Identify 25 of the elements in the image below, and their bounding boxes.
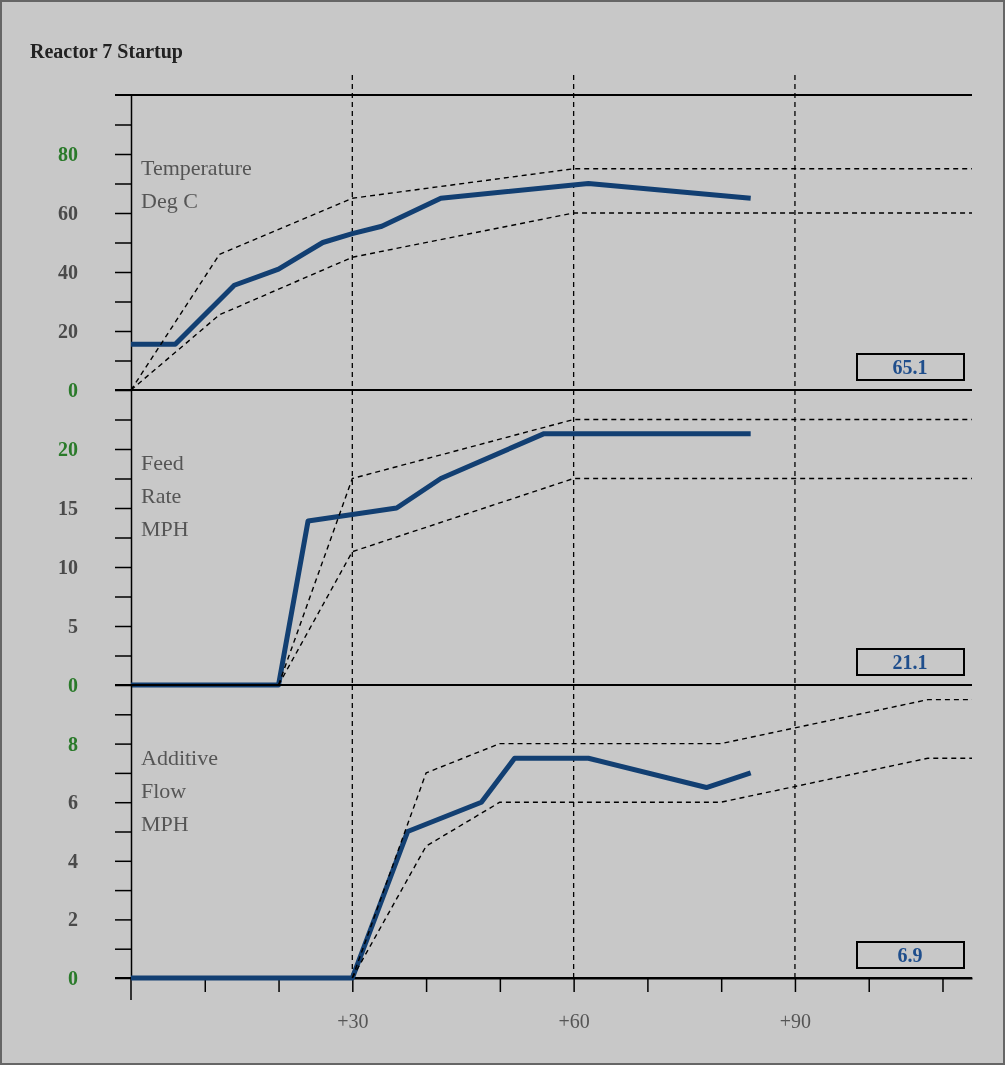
y-tick-label: 5 <box>68 614 78 637</box>
annotation: 6.9 <box>897 944 923 966</box>
y-tick-label: 10 <box>58 555 78 578</box>
y-tick-label: 80 <box>58 142 78 165</box>
y-tick-label: 2 <box>68 908 78 931</box>
y-axis-title: Temperature Deg C <box>141 155 252 213</box>
annotation: 65.1 <box>892 356 928 378</box>
annotation: 21.1 <box>892 651 928 673</box>
x-tick-label: +30 <box>337 1010 369 1033</box>
y-tick-label: 20 <box>58 437 78 460</box>
y-tick-label: 4 <box>68 849 78 872</box>
chart-title: Reactor 7 Startup <box>30 40 183 63</box>
y-tick-label: 0 <box>68 378 78 401</box>
y-tick-label: 60 <box>58 201 78 224</box>
y-axis-title: Additive Flow MPH <box>141 745 218 836</box>
y-tick-label: 6 <box>68 791 78 814</box>
y-tick-label: 0 <box>68 966 78 989</box>
y-tick-label: 40 <box>58 260 78 283</box>
x-tick-label: +90 <box>779 1010 812 1033</box>
y-tick-label: 0 <box>68 673 78 696</box>
y-tick-label: 8 <box>68 732 78 755</box>
y-tick-label: 20 <box>58 319 78 342</box>
x-tick-label: +60 <box>558 1010 590 1033</box>
y-axis-title: Feed Rate MPH <box>141 450 189 541</box>
y-tick-label: 15 <box>58 496 78 519</box>
